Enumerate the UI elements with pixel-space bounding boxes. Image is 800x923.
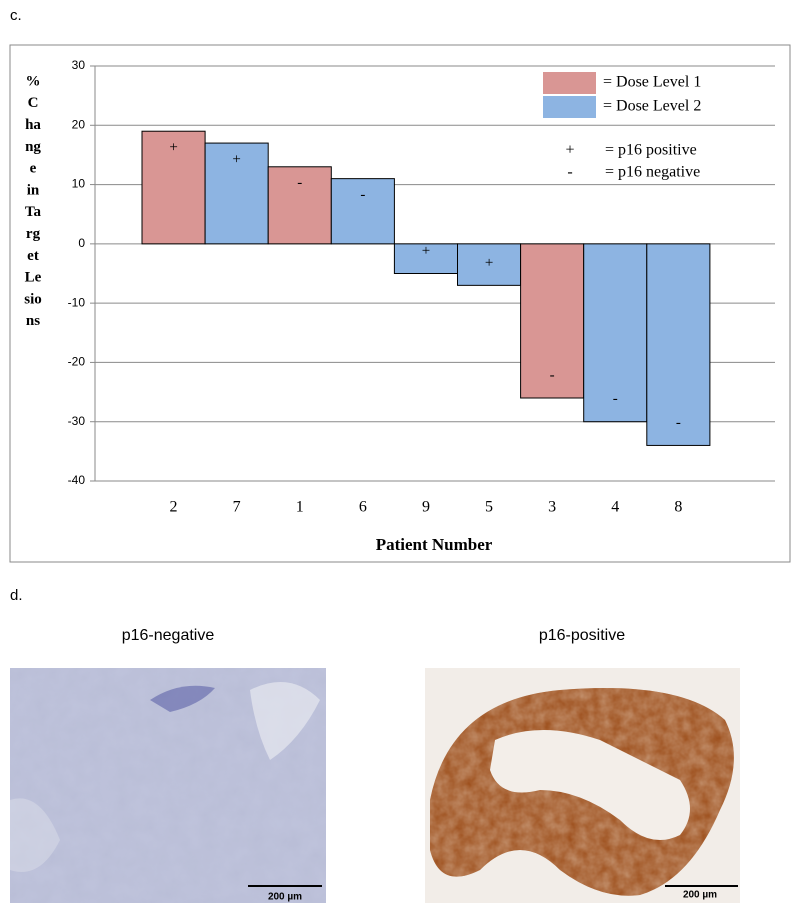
legend-swatch xyxy=(543,72,596,94)
y-tick-label: -20 xyxy=(68,355,86,369)
p16-marker: + xyxy=(232,152,240,168)
panel-label: c. xyxy=(10,7,22,24)
x-tick-label: 4 xyxy=(611,499,619,516)
x-tick-label: 5 xyxy=(485,499,493,516)
p16-marker: - xyxy=(613,391,618,407)
x-tick-label: 1 xyxy=(296,499,304,516)
p16-marker: + xyxy=(169,140,177,156)
y-axis-label: C xyxy=(28,95,39,111)
y-tick-label: -10 xyxy=(68,295,86,309)
image-title: p16-negative xyxy=(122,627,215,644)
y-axis-label: ng xyxy=(25,139,41,155)
image-title: p16-positive xyxy=(539,627,625,644)
bar xyxy=(141,130,206,245)
legend-symbol: - xyxy=(567,164,572,181)
scale-bar-label: 200 µm xyxy=(683,890,717,901)
chart: -40 -30 -20 -10 0 10 20 30 2 +7 +1 - 6 - 9 +5 +3 - 4 - 8 - = D… xyxy=(24,58,775,554)
bar xyxy=(646,243,711,446)
y-axis-label: e xyxy=(30,161,37,177)
scale-bar-label: 200 µm xyxy=(268,892,302,903)
bar xyxy=(204,142,269,245)
bar xyxy=(520,243,585,399)
legend-label: = p16 positive xyxy=(605,142,697,159)
x-tick-label: 2 xyxy=(170,499,178,516)
p16-marker: + xyxy=(422,243,430,259)
x-axis-label: Patient Number xyxy=(376,535,493,554)
y-axis-label: in xyxy=(27,182,40,198)
bar xyxy=(583,243,648,423)
y-axis-label: Le xyxy=(25,270,42,286)
x-tick-label: 8 xyxy=(674,499,682,516)
y-axis-label: ha xyxy=(25,117,41,133)
p16-marker: - xyxy=(676,415,681,431)
y-axis-label: sio xyxy=(24,291,42,307)
y-tick-label: -30 xyxy=(68,414,86,428)
x-tick-label: 3 xyxy=(548,499,556,516)
p16-marker: - xyxy=(297,175,302,191)
bar xyxy=(457,243,522,286)
bar xyxy=(330,178,395,245)
p16-marker: - xyxy=(550,367,555,383)
x-tick-label: 6 xyxy=(359,499,367,516)
y-tick-label: 0 xyxy=(78,236,85,250)
y-axis-label: ns xyxy=(26,313,40,329)
legend-label: = Dose Level 1 xyxy=(603,74,701,91)
y-tick-label: 10 xyxy=(72,177,86,191)
bar xyxy=(393,243,458,275)
micrograph-negative: 200 µm xyxy=(10,668,326,903)
bar xyxy=(267,166,332,245)
y-tick-label: -40 xyxy=(68,473,86,487)
x-tick-label: 7 xyxy=(233,499,241,516)
y-axis-label: % xyxy=(26,73,41,89)
y-axis-label: et xyxy=(27,248,39,264)
legend-swatch xyxy=(543,96,596,118)
y-axis-label: rg xyxy=(26,226,41,242)
panel-label: d. xyxy=(10,587,23,604)
x-tick-label: 9 xyxy=(422,499,430,516)
legend-label: = p16 negative xyxy=(605,164,700,181)
y-axis-label: Ta xyxy=(25,204,42,220)
p16-marker: - xyxy=(360,187,365,203)
micrograph-positive: 200 µm xyxy=(425,668,740,903)
legend-label: = Dose Level 2 xyxy=(603,98,701,115)
y-tick-label: 30 xyxy=(72,58,86,72)
p16-marker: + xyxy=(485,255,493,271)
y-tick-label: 20 xyxy=(72,117,86,131)
legend-symbol: + xyxy=(565,142,574,159)
